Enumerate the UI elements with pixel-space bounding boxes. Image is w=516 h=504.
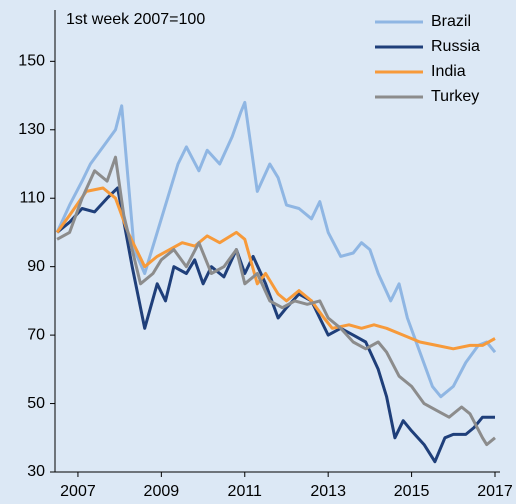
y-tick-label: 50 — [27, 395, 45, 412]
x-tick-label: 2015 — [394, 483, 430, 500]
legend-label: Brazil — [431, 13, 471, 30]
x-tick-label: 2007 — [60, 483, 96, 500]
legend-label: Russia — [431, 38, 480, 55]
y-tick-label: 110 — [19, 189, 45, 206]
series-line — [55, 186, 496, 351]
chart-subtitle: 1st week 2007=100 — [66, 11, 205, 28]
y-tick-label: 70 — [27, 326, 45, 343]
series-line — [56, 186, 495, 464]
x-tick-label: 2011 — [228, 483, 263, 500]
legend-label: Turkey — [431, 88, 479, 105]
x-tick-label: 2017 — [477, 483, 513, 500]
series-line — [55, 100, 497, 399]
series-line — [56, 155, 496, 447]
x-tick-label: 2009 — [144, 483, 180, 500]
y-tick-label: 150 — [18, 53, 45, 70]
x-tick-label: 2013 — [310, 483, 346, 500]
y-tick-label: 130 — [18, 121, 45, 138]
legend-label: India — [431, 63, 466, 80]
y-tick-label: 30 — [27, 463, 45, 480]
y-tick-label: 90 — [27, 258, 45, 275]
